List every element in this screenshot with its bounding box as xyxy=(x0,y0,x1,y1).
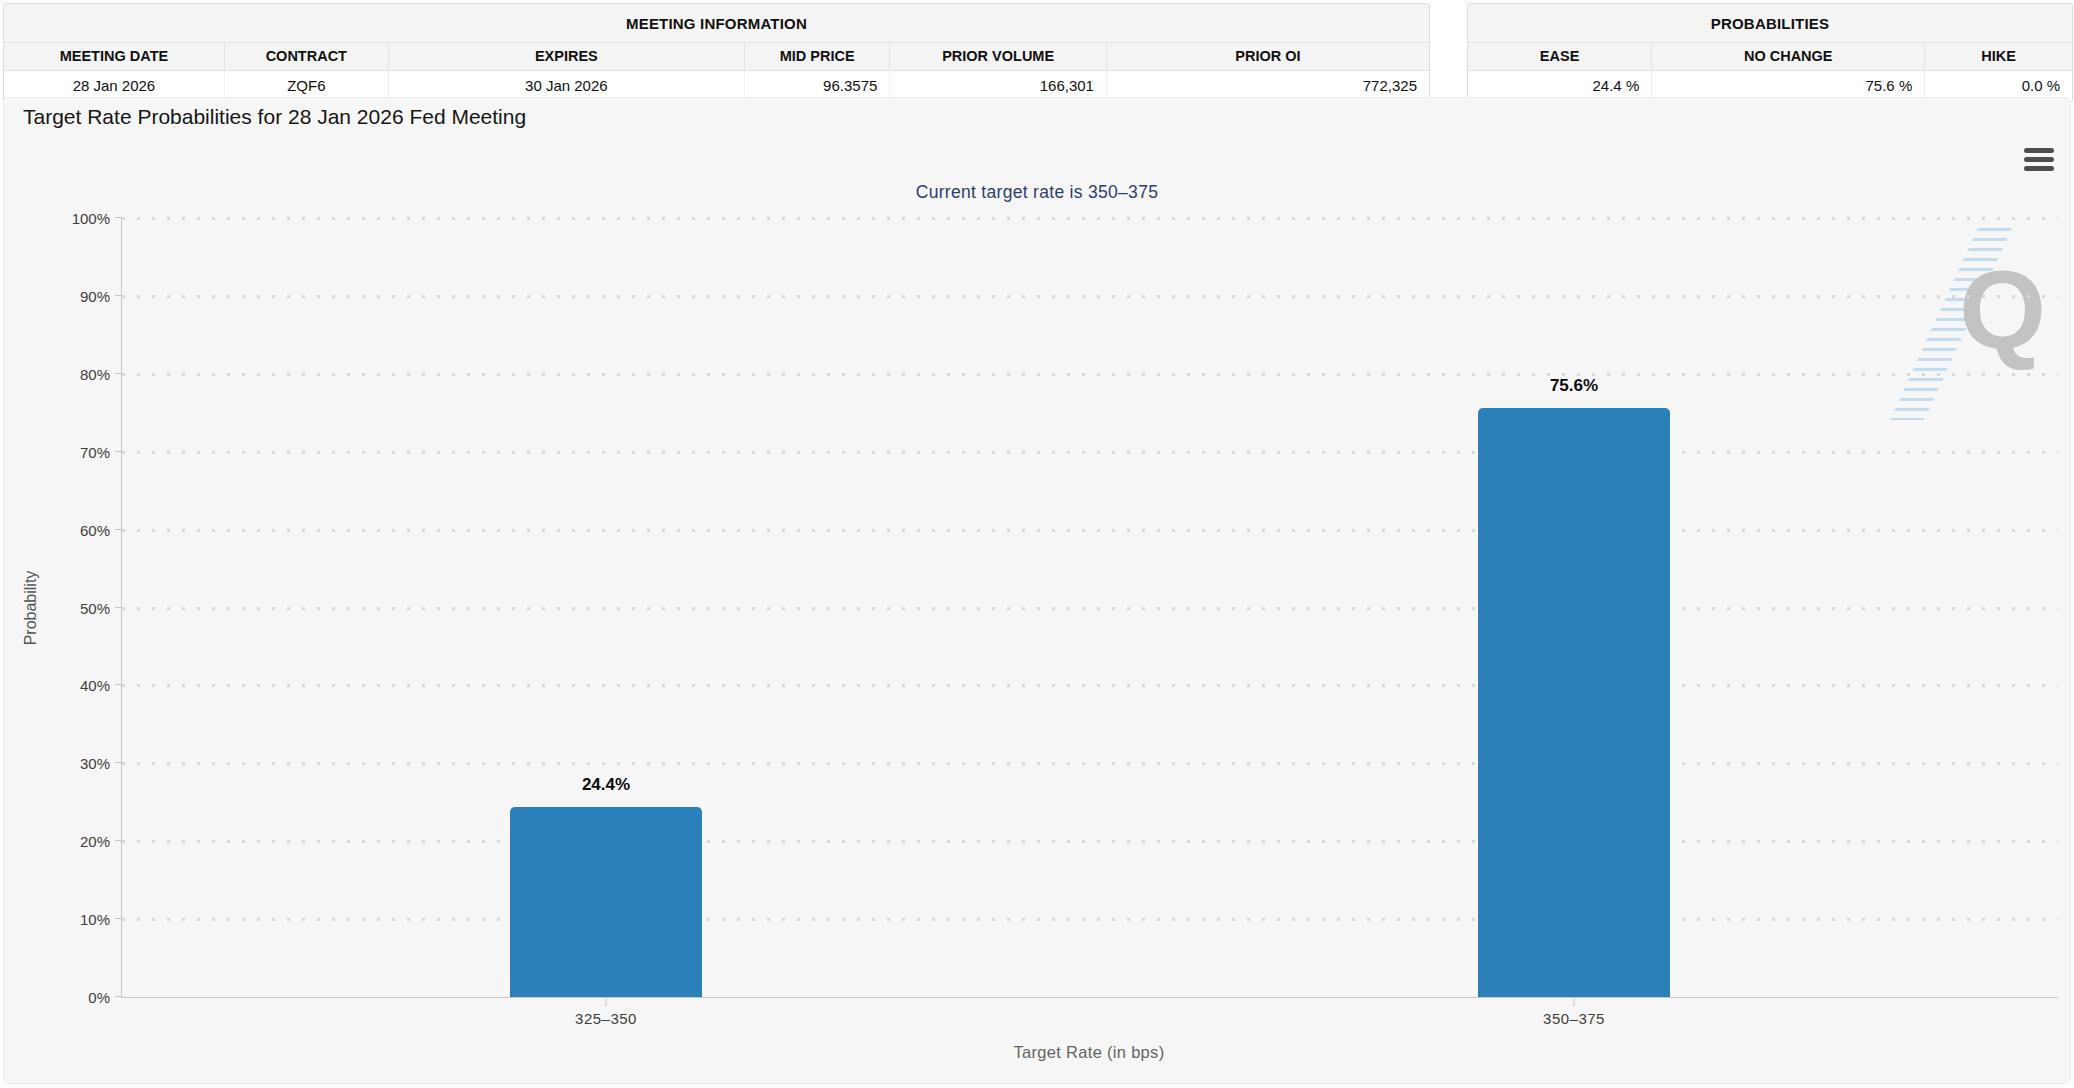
bar-value-label-350–375: 75.6% xyxy=(1550,376,1598,396)
bar-325–350 xyxy=(510,807,702,997)
col-header-meeting-date: MEETING DATE xyxy=(4,43,225,71)
y-tick-0 xyxy=(115,996,122,997)
y-tick-label-40: 40% xyxy=(80,677,110,694)
bar-value-label-325–350: 24.4% xyxy=(582,775,630,795)
gridline-60 xyxy=(122,529,2058,532)
col-header-no-change: NO CHANGE xyxy=(1652,43,1925,71)
gridline-70 xyxy=(122,451,2058,454)
y-tick-90 xyxy=(115,295,122,296)
y-tick-label-20: 20% xyxy=(80,833,110,850)
gridline-100 xyxy=(122,217,2058,220)
col-header-ease: EASE xyxy=(1468,43,1652,71)
hamburger-bar xyxy=(2024,157,2054,162)
gridline-90 xyxy=(122,295,2058,298)
plot-area: Q 0%10%20%30%40%50%60%70%80%90%100%24.4%… xyxy=(121,218,2058,998)
chart-title: Target Rate Probabilities for 28 Jan 202… xyxy=(23,105,526,129)
y-tick-60 xyxy=(115,529,122,530)
y-tick-label-80: 80% xyxy=(80,366,110,383)
gridline-50 xyxy=(122,607,2058,610)
y-tick-label-60: 60% xyxy=(80,522,110,539)
y-tick-20 xyxy=(115,840,122,841)
y-tick-50 xyxy=(115,607,122,608)
gridline-80 xyxy=(122,373,2058,376)
y-tick-label-10: 10% xyxy=(80,911,110,928)
bar-350–375 xyxy=(1478,408,1670,997)
watermark-q-logo-icon: Q xyxy=(1959,254,2046,366)
probabilities-title: PROBABILITIES xyxy=(1468,4,2072,43)
y-tick-30 xyxy=(115,762,122,763)
y-tick-10 xyxy=(115,918,122,919)
x-tick-350–375 xyxy=(1574,997,1575,1006)
col-header-contract: CONTRACT xyxy=(225,43,389,71)
y-tick-label-0: 0% xyxy=(88,989,110,1006)
gridline-30 xyxy=(122,762,2058,765)
y-tick-label-100: 100% xyxy=(72,210,110,227)
probabilities-table: PROBABILITIES EASE NO CHANGE HIKE 24.4 %… xyxy=(1467,3,2073,102)
x-tick-label-325–350: 325–350 xyxy=(575,1010,637,1027)
y-tick-40 xyxy=(115,684,122,685)
y-tick-100 xyxy=(115,217,122,218)
target-rate-chart-card: Target Rate Probabilities for 28 Jan 202… xyxy=(3,97,2071,1084)
y-tick-label-90: 90% xyxy=(80,288,110,305)
gridline-10 xyxy=(122,918,2058,921)
hamburger-menu-icon[interactable] xyxy=(2024,144,2054,175)
gridline-40 xyxy=(122,684,2058,687)
y-tick-label-30: 30% xyxy=(80,755,110,772)
y-axis-title-wrap: Probability xyxy=(18,218,44,997)
col-header-expires: EXPIRES xyxy=(389,43,745,71)
y-tick-70 xyxy=(115,451,122,452)
gridline-20 xyxy=(122,840,2058,843)
watermark-hatch-icon xyxy=(1890,228,2012,420)
hamburger-bar xyxy=(2024,148,2054,153)
col-header-prior-volume: PRIOR VOLUME xyxy=(890,43,1107,71)
hamburger-bar xyxy=(2024,166,2054,171)
y-tick-label-70: 70% xyxy=(80,444,110,461)
y-axis-title: Probability xyxy=(22,570,40,645)
y-tick-80 xyxy=(115,373,122,374)
x-axis-title: Target Rate (in bps) xyxy=(121,1043,2057,1062)
meeting-information-title: MEETING INFORMATION xyxy=(4,4,1429,43)
y-tick-label-50: 50% xyxy=(80,600,110,617)
meeting-information-header-row: MEETING DATE CONTRACT EXPIRES MID PRICE … xyxy=(4,43,1429,71)
chart-subtitle: Current target rate is 350–375 xyxy=(4,182,2070,203)
x-tick-325–350 xyxy=(606,997,607,1006)
x-tick-label-350–375: 350–375 xyxy=(1543,1010,1605,1027)
quikstrike-watermark: Q xyxy=(1890,228,2054,420)
col-header-prior-oi: PRIOR OI xyxy=(1107,43,1429,71)
col-header-mid-price: MID PRICE xyxy=(745,43,890,71)
col-header-hike: HIKE xyxy=(1925,43,2072,71)
probabilities-header-row: EASE NO CHANGE HIKE xyxy=(1468,43,2072,71)
meeting-information-table: MEETING INFORMATION MEETING DATE CONTRAC… xyxy=(3,3,1430,102)
